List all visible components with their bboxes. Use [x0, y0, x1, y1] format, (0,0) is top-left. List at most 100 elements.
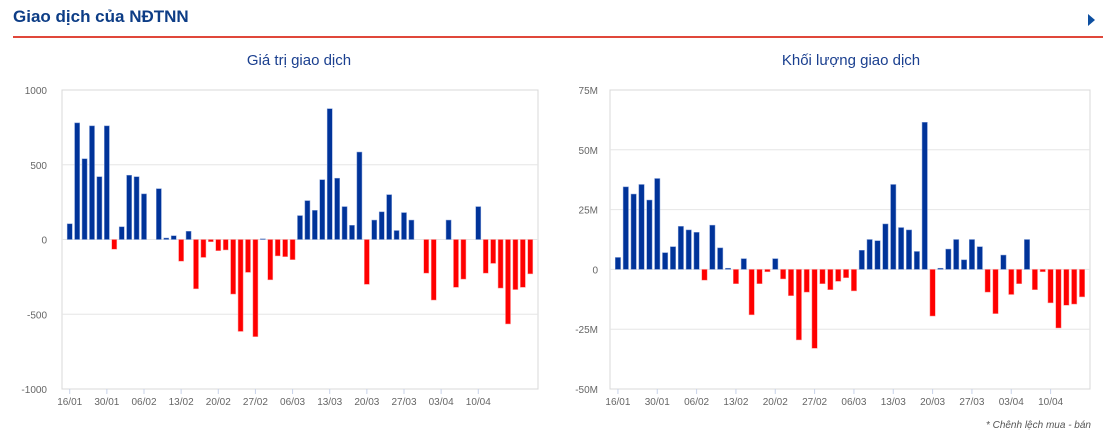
y-tick-label: -500 [27, 310, 47, 321]
y-tick-label: -1000 [21, 385, 47, 396]
bar-positive [74, 122, 80, 240]
y-tick-label: -25M [575, 325, 598, 336]
bar-negative [1079, 269, 1085, 298]
x-tick-label: 10/04 [1038, 397, 1063, 408]
x-tick-label: 03/04 [429, 397, 454, 408]
x-tick-label: 06/02 [131, 397, 156, 408]
x-tick-label: 06/02 [684, 397, 709, 408]
bar-positive [104, 125, 110, 240]
bar-negative [245, 239, 251, 273]
bar-positive [976, 246, 983, 270]
bar-negative [453, 239, 459, 288]
bar-negative [222, 239, 229, 251]
bar-negative [1063, 269, 1070, 306]
bar-positive [685, 229, 692, 270]
bar-positive [638, 184, 645, 270]
x-tick-label: 20/03 [354, 397, 379, 408]
bar-positive [378, 211, 385, 240]
bar-positive [371, 219, 378, 240]
bar-negative [193, 239, 199, 290]
x-tick-label: 13/03 [317, 397, 342, 408]
bar-positive [882, 223, 889, 270]
bar-positive [89, 125, 95, 240]
bar-negative [178, 239, 184, 262]
bar-positive [961, 259, 967, 270]
x-tick-label: 13/02 [169, 397, 194, 408]
bar-positive [304, 200, 311, 240]
bar-positive [709, 224, 716, 270]
bar-negative [200, 239, 207, 258]
bar-negative [512, 239, 519, 290]
chart-title-value: Giá trị giao dịch [246, 52, 352, 69]
y-tick-label: 75M [579, 86, 598, 97]
bar-positive [1024, 239, 1030, 270]
bar-positive [319, 179, 326, 240]
bar-negative [780, 269, 787, 280]
x-tick-label: 13/02 [723, 397, 748, 408]
x-tick-label: 16/01 [57, 397, 82, 408]
bar-positive [126, 174, 132, 240]
bar-negative [430, 239, 437, 301]
bar-positive [921, 122, 928, 270]
bar-negative [267, 239, 274, 281]
bar-positive [386, 194, 392, 240]
bar-positive [913, 251, 920, 270]
bar-positive [654, 178, 661, 270]
x-tick-label: 20/02 [206, 397, 231, 408]
y-tick-label: 0 [41, 236, 47, 247]
triangle-right-icon[interactable] [1088, 14, 1095, 26]
x-tick-label: 20/02 [763, 397, 788, 408]
x-tick-label: 16/01 [605, 397, 630, 408]
bar-negative [1016, 269, 1023, 285]
bar-positive [445, 219, 452, 240]
bar-positive [118, 226, 125, 240]
bar-negative [701, 269, 708, 281]
y-tick-label: 0 [592, 265, 598, 276]
bar-positive [898, 227, 905, 270]
y-tick-label: 50M [579, 146, 598, 157]
bar-positive [615, 257, 621, 270]
bar-positive [170, 235, 177, 240]
bar-positive [349, 225, 355, 240]
bar-positive [890, 184, 897, 270]
bar-positive [356, 151, 363, 240]
bar-positive [630, 193, 637, 270]
bar-negative [835, 269, 842, 282]
x-tick-label: 30/01 [94, 397, 119, 408]
x-tick-label: 27/03 [391, 397, 416, 408]
bar-negative [827, 269, 834, 290]
bar-positive [341, 206, 348, 240]
bar-negative [1071, 269, 1078, 305]
bar-negative [788, 269, 794, 296]
x-tick-label: 13/03 [881, 397, 906, 408]
bar-negative [274, 239, 281, 257]
bar-positive [312, 210, 318, 240]
bar-negative [423, 239, 430, 274]
bar-negative [252, 239, 259, 337]
x-tick-label: 03/04 [999, 397, 1024, 408]
bar-negative [230, 239, 236, 295]
bar-positive [408, 219, 415, 240]
bar-negative [733, 269, 739, 285]
bar-negative [851, 269, 857, 292]
bar-positive [401, 212, 407, 240]
bar-negative [460, 239, 467, 280]
bar-negative [237, 239, 244, 332]
bar-positive [81, 158, 88, 240]
x-tick-label: 20/03 [920, 397, 945, 408]
bar-negative [208, 239, 214, 242]
bar-positive [622, 186, 629, 270]
bar-negative [527, 239, 534, 275]
bar-negative [843, 269, 849, 279]
bar-positive [740, 258, 747, 270]
bar-positive [858, 250, 865, 270]
y-tick-label: 1000 [25, 86, 48, 97]
y-tick-label: -50M [575, 385, 598, 396]
bar-positive [866, 239, 873, 270]
bar-negative [1055, 269, 1062, 329]
bar-positive [1000, 254, 1007, 270]
x-tick-label: 27/02 [802, 397, 827, 408]
bar-negative [748, 269, 755, 316]
bar-negative [1047, 269, 1054, 304]
